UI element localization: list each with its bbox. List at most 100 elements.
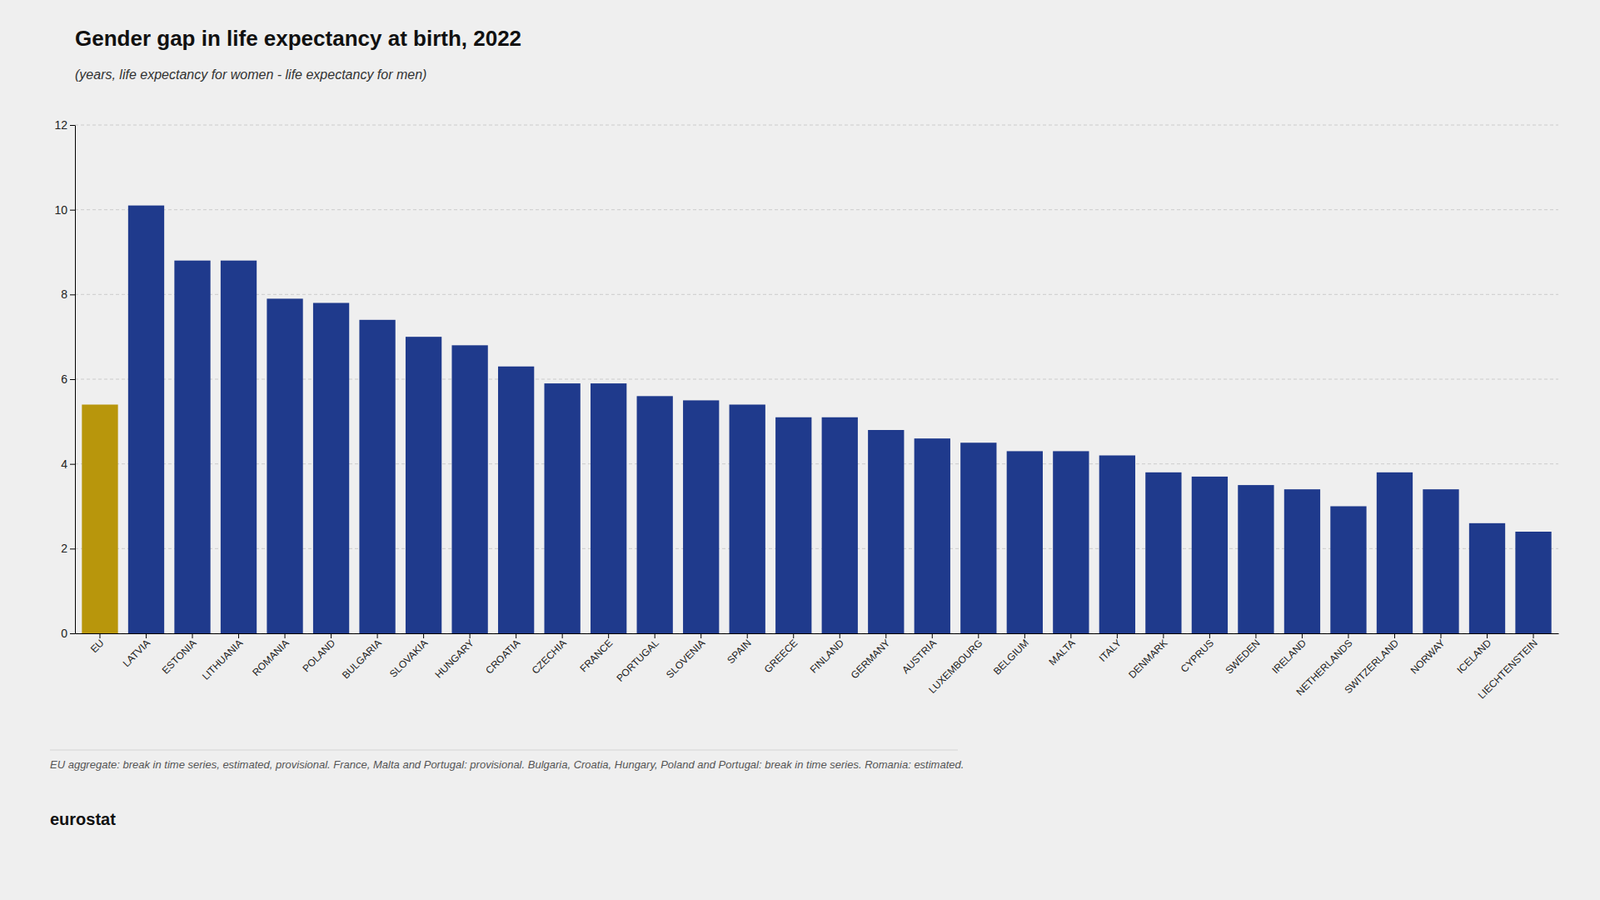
x-tick-label: POLAND bbox=[299, 636, 338, 674]
x-tick-label: NORWAY bbox=[1408, 637, 1448, 677]
x-tick-label: ESTONIA bbox=[159, 637, 200, 677]
x-tick-label: PORTUGAL bbox=[613, 636, 662, 684]
x-tick-mark bbox=[562, 633, 564, 639]
x-tick-label: MALTA bbox=[1046, 637, 1078, 668]
x-tick-mark bbox=[377, 633, 379, 639]
bar bbox=[1006, 450, 1043, 634]
y-tick-label: 10 bbox=[54, 203, 68, 217]
x-tick-mark bbox=[1347, 633, 1349, 639]
y-tick-label: 8 bbox=[60, 287, 68, 301]
annotation: eurostat bbox=[49, 809, 116, 828]
x-axis: EULATVIAESTONIALITHUANIAROMANIAPOLANDBUL… bbox=[75, 633, 1560, 701]
x-tick-mark bbox=[700, 633, 702, 639]
x-tick-label: EU bbox=[88, 637, 107, 656]
bar bbox=[128, 205, 165, 634]
x-tick-label: ICELAND bbox=[1454, 636, 1494, 676]
bar bbox=[1145, 472, 1182, 634]
bars bbox=[81, 205, 1551, 634]
x-tick-mark bbox=[192, 633, 194, 639]
bar bbox=[266, 298, 303, 634]
x-tick: CYPRUS bbox=[1178, 633, 1217, 675]
x-tick: SLOVENIA bbox=[663, 633, 708, 681]
grid-line bbox=[74, 294, 1559, 295]
plot: 024681012EULATVIAESTONIALITHUANIAROMANIA… bbox=[54, 118, 1559, 701]
x-tick-label: GERMANY bbox=[848, 637, 893, 682]
x-tick: LITHUANIA bbox=[199, 633, 245, 683]
y-tick: 12 bbox=[54, 118, 75, 132]
bar bbox=[637, 395, 673, 634]
x-tick: SPAIN bbox=[724, 633, 754, 666]
x-tick-label: LUXEMBOURG bbox=[926, 637, 985, 696]
x-tick-label: CROATIA bbox=[483, 637, 523, 677]
x-tick: LUXEMBOURG bbox=[926, 633, 985, 696]
bar bbox=[1099, 455, 1136, 634]
x-tick: ESTONIA bbox=[159, 633, 200, 677]
x-tick-mark bbox=[747, 633, 748, 639]
x-tick-label: HUNGARY bbox=[433, 637, 477, 681]
x-tick: LIECHTENSTEIN bbox=[1475, 633, 1541, 701]
x-tick-label: SWITZERLAND bbox=[1341, 636, 1401, 696]
bar bbox=[498, 366, 534, 634]
x-tick: DENMARK bbox=[1126, 633, 1170, 681]
bar bbox=[960, 442, 997, 634]
bar bbox=[1237, 484, 1274, 634]
x-tick: GERMANY bbox=[848, 633, 893, 681]
x-tick: SLOVAKIA bbox=[387, 633, 430, 680]
x-tick-label: AUSTRIA bbox=[899, 637, 939, 677]
x-tick-label: FINLAND bbox=[807, 636, 847, 675]
x-tick: BULGARIA bbox=[339, 633, 384, 681]
x-tick-mark bbox=[654, 633, 656, 639]
footnote: EU aggregate: break in time series, esti… bbox=[49, 757, 964, 771]
bar bbox=[590, 383, 627, 634]
x-tick: LATVIA bbox=[120, 633, 154, 669]
bar bbox=[775, 417, 812, 634]
x-tick-mark bbox=[792, 633, 794, 639]
x-tick-label: SPAIN bbox=[724, 637, 754, 667]
x-tick-label: BULGARIA bbox=[339, 637, 384, 682]
x-tick-mark bbox=[238, 633, 240, 639]
x-tick-mark bbox=[608, 633, 609, 639]
x-tick-mark bbox=[284, 633, 286, 639]
y-tick-mark bbox=[69, 548, 75, 549]
chart: Gender gap in life expectancy at birth, … bbox=[0, 0, 1600, 900]
x-tick-label: CYPRUS bbox=[1178, 637, 1217, 675]
x-tick: CROATIA bbox=[483, 633, 523, 677]
grid bbox=[74, 124, 1559, 634]
x-tick-mark bbox=[1394, 633, 1396, 639]
x-tick-label: BELGIUM bbox=[991, 637, 1032, 678]
separator bbox=[49, 749, 958, 751]
y-tick: 2 bbox=[60, 541, 75, 555]
grid-line bbox=[74, 209, 1559, 210]
bar bbox=[1191, 476, 1228, 634]
y-tick-mark bbox=[69, 209, 75, 211]
bar bbox=[220, 260, 257, 634]
x-tick: FINLAND bbox=[807, 633, 847, 676]
bar bbox=[81, 404, 118, 634]
x-tick-mark bbox=[145, 633, 147, 639]
x-tick: SWEDEN bbox=[1222, 633, 1262, 677]
x-tick-mark bbox=[330, 633, 332, 639]
y-tick-mark bbox=[69, 378, 75, 380]
bar bbox=[313, 303, 349, 634]
x-tick-label: SLOVAKIA bbox=[387, 637, 430, 680]
bar bbox=[1422, 488, 1459, 634]
x-tick: GREECE bbox=[762, 633, 801, 675]
title: Gender gap in life expectancy at birth, … bbox=[74, 25, 522, 51]
x-tick: BELGIUM bbox=[991, 633, 1032, 678]
bar bbox=[867, 429, 904, 634]
x-tick-label: IRELAND bbox=[1269, 636, 1309, 676]
y-tick-label: 0 bbox=[60, 626, 68, 640]
x-tick-mark bbox=[1162, 633, 1164, 639]
x-tick-label: ITALY bbox=[1096, 637, 1124, 664]
x-tick-label: SLOVENIA bbox=[663, 637, 708, 681]
bar bbox=[405, 336, 442, 634]
x-tick-mark bbox=[469, 633, 471, 639]
x-tick: PORTUGAL bbox=[613, 633, 662, 684]
x-axis-line bbox=[75, 633, 1560, 634]
x-tick: POLAND bbox=[299, 633, 338, 674]
x-tick-label: GREECE bbox=[762, 637, 801, 676]
y-tick-mark bbox=[69, 633, 75, 634]
y-tick: 0 bbox=[60, 626, 75, 640]
x-tick-mark bbox=[1024, 633, 1026, 639]
x-tick-mark bbox=[1070, 633, 1072, 639]
